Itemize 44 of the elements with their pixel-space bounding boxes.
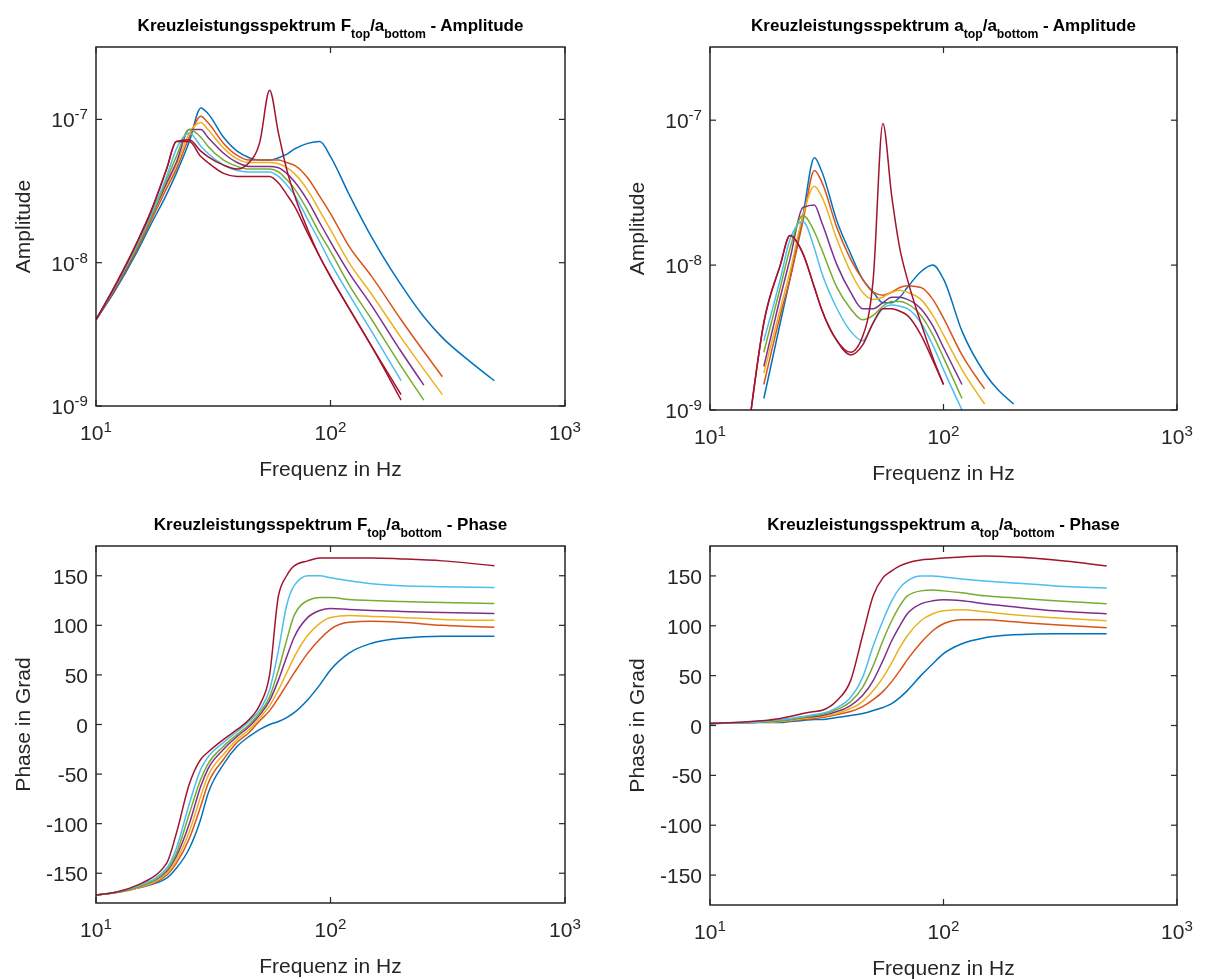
x-tick-label: 10$^{2}$ — [314, 914, 347, 941]
y-tick-label: 100 — [666, 614, 702, 638]
x-tick-label: 10$^{3}$ — [1161, 421, 1193, 448]
x-tick-label: 10$^{1}$ — [694, 916, 726, 943]
x-axis-title: Frequenz in Hz — [872, 461, 1015, 484]
y-axis-title: Amplitude — [625, 181, 648, 276]
x-tick-label: 10$^{1}$ — [694, 421, 726, 448]
y-tick-label: -150 — [659, 864, 702, 888]
y-tick-label: 0 — [690, 714, 702, 738]
y-axis-title: Amplitude — [11, 179, 34, 274]
x-tick-label: 10$^{2}$ — [314, 417, 347, 444]
y-tick-label: 10$^{-7}$ — [665, 105, 702, 133]
x-tick-label: 10$^{2}$ — [927, 421, 960, 448]
x-axis-title: Frequenz in Hz — [259, 457, 402, 480]
y-tick-label: 10$^{-8}$ — [665, 250, 702, 278]
y-tick-label: 10$^{-9}$ — [51, 391, 88, 418]
y-tick-label: 50 — [64, 663, 88, 687]
x-tick-label: 10$^{3}$ — [549, 417, 581, 444]
x-tick-label: 10$^{3}$ — [549, 914, 581, 941]
y-tick-label: 10$^{-9}$ — [665, 395, 702, 422]
x-axis-title: Frequenz in Hz — [872, 956, 1015, 979]
x-tick-label: 10$^{3}$ — [1161, 916, 1193, 943]
y-tick-label: 10$^{-8}$ — [51, 248, 88, 275]
y-tick-label: -100 — [659, 814, 702, 838]
y-tick-label: 10$^{-7}$ — [51, 104, 88, 132]
chart-title: Kreuzleistungsspektrum a$_{top}$/a$_{bottom}$ - Amplitude — [751, 16, 1136, 41]
chart-title: Kreuzleistungsspektrum F$_{top}$/a$_{bottom}$ - Amplitude — [137, 16, 524, 41]
y-tick-label: 150 — [666, 564, 702, 588]
x-tick-label: 10$^{1}$ — [80, 914, 112, 941]
chart-title: Kreuzleistungsspektrum a$_{top}$/a$_{bottom}$ - Phase — [767, 515, 1120, 540]
x-axis-title: Frequenz in Hz — [259, 954, 402, 977]
chart-title: Kreuzleistungsspektrum F$_{top}$/a$_{bottom}$ - Phase — [153, 515, 508, 540]
y-tick-label: 100 — [52, 614, 88, 638]
y-tick-label: -50 — [671, 764, 702, 788]
y-tick-label: 150 — [52, 564, 88, 588]
y-axis-title: Phase in Grad — [625, 658, 648, 793]
x-tick-label: 10$^{1}$ — [80, 417, 112, 444]
y-tick-label: 0 — [76, 713, 88, 737]
y-tick-label: 50 — [678, 664, 702, 688]
x-tick-label: 10$^{2}$ — [927, 916, 960, 943]
y-tick-label: -150 — [45, 862, 88, 886]
y-axis-title: Phase in Grad — [11, 657, 34, 792]
y-tick-label: -100 — [45, 812, 88, 836]
y-tick-label: -50 — [57, 763, 88, 787]
